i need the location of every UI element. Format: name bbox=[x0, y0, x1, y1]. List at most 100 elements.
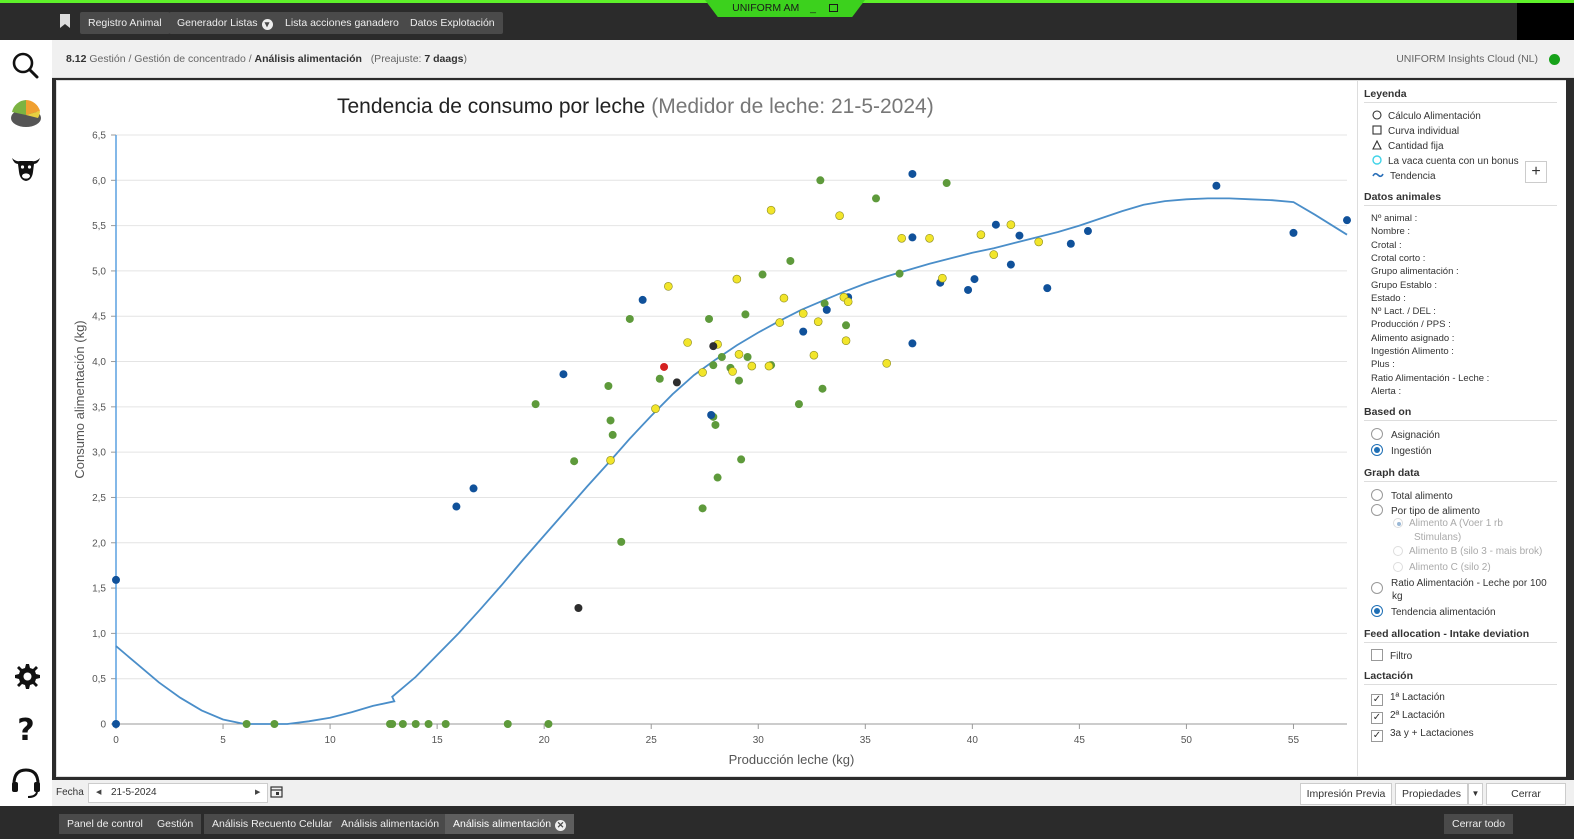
cloud-status-indicator bbox=[1549, 54, 1560, 65]
filter-checkbox[interactable]: Filtro bbox=[1371, 649, 1412, 662]
help-icon[interactable]: ? bbox=[8, 710, 44, 746]
data-point-blue bbox=[1083, 227, 1092, 236]
alimento-a-line2: Stimulans) bbox=[1414, 532, 1462, 543]
data-point-green bbox=[544, 720, 553, 728]
based-on-title: Based on bbox=[1364, 406, 1412, 418]
close-button[interactable]: Cerrar bbox=[1486, 783, 1566, 805]
radio-alimento-a[interactable]: Alimento A (Voer 1 rb bbox=[1393, 518, 1503, 529]
datos-explotacion-button[interactable]: Datos Explotación bbox=[402, 12, 503, 34]
radio-icon[interactable] bbox=[1371, 444, 1383, 456]
data-point-yellow bbox=[813, 317, 823, 326]
bookmark-icon[interactable] bbox=[60, 14, 70, 28]
calendar-icon[interactable] bbox=[270, 785, 283, 798]
radio-ratio[interactable]: Ratio Alimentación - Leche por 100 bbox=[1371, 578, 1547, 594]
checkbox-lactation-1[interactable]: ✓ 1ª Lactación bbox=[1371, 692, 1445, 706]
data-point-blue bbox=[908, 339, 917, 348]
add-legend-button[interactable]: + bbox=[1525, 161, 1547, 183]
radio-asignacion[interactable]: Asignación bbox=[1371, 428, 1440, 441]
radio-ingestion[interactable]: Ingestión bbox=[1371, 444, 1432, 457]
search-icon[interactable] bbox=[8, 48, 44, 84]
data-point-yellow bbox=[664, 282, 673, 291]
lista-acciones-button[interactable]: Lista acciones ganadero bbox=[277, 12, 407, 34]
close-tab-icon[interactable]: ✕ bbox=[555, 820, 567, 831]
data-point-green bbox=[604, 382, 613, 391]
preset-value[interactable]: 7 daags bbox=[424, 53, 464, 65]
dropdown-chevron-icon[interactable]: ▾ bbox=[261, 19, 273, 30]
radio-icon[interactable] bbox=[1371, 504, 1383, 516]
data-point-green bbox=[820, 299, 829, 308]
circle-icon bbox=[1372, 110, 1382, 120]
y-tick-label: 5,0 bbox=[92, 266, 106, 277]
data-point-green bbox=[717, 353, 726, 362]
filter-label: Filtro bbox=[1390, 651, 1413, 662]
radio-tendencia[interactable]: Tendencia alimentación bbox=[1371, 605, 1496, 618]
radio-icon[interactable] bbox=[1371, 489, 1383, 501]
checkmark-icon[interactable]: ✓ bbox=[1371, 694, 1383, 706]
print-preview-button[interactable]: Impresión Previa bbox=[1300, 783, 1392, 805]
data-point-yellow bbox=[1034, 237, 1044, 247]
animal-field: Ratio Alimentación - Leche : bbox=[1371, 372, 1490, 384]
breadcrumb-path[interactable]: Gestión / Gestión de concentrado / bbox=[89, 53, 252, 65]
checkmark-icon[interactable]: ✓ bbox=[1371, 712, 1383, 724]
radio-por-tipo[interactable]: Por tipo de alimento bbox=[1371, 504, 1480, 517]
data-point-blue bbox=[991, 220, 1000, 229]
checkbox-lactation-2[interactable]: ✓ 2ª Lactación bbox=[1371, 710, 1445, 724]
date-value[interactable]: 21-5-2024 bbox=[111, 787, 157, 798]
radio-label: Total alimento bbox=[1391, 491, 1453, 502]
breadcrumb-bar: 8.12 Gestión / Gestión de concentrado / … bbox=[52, 40, 1574, 78]
tab-analisis-alimentacion-active[interactable]: Análisis alimentación ✕ bbox=[445, 814, 575, 834]
top-right-block bbox=[1517, 3, 1574, 43]
radio-label: Tendencia alimentación bbox=[1391, 607, 1496, 618]
radio-icon[interactable] bbox=[1371, 605, 1383, 617]
data-point-blue bbox=[452, 502, 461, 511]
y-tick-label: 5,5 bbox=[92, 221, 106, 232]
feed-allocation-title: Feed allocation - Intake deviation bbox=[1364, 628, 1530, 640]
radio-icon[interactable] bbox=[1371, 582, 1383, 594]
radio-alimento-c[interactable]: Alimento C (silo 2) bbox=[1393, 562, 1491, 573]
divider bbox=[1364, 420, 1557, 421]
properties-button[interactable]: Propiedades bbox=[1395, 783, 1468, 805]
x-tick-label: 0 bbox=[113, 735, 119, 746]
tab-gestion[interactable]: Gestión bbox=[149, 814, 202, 834]
radio-icon[interactable] bbox=[1371, 428, 1383, 440]
radio-icon[interactable] bbox=[1393, 562, 1403, 572]
prev-date-icon[interactable]: ◀ bbox=[96, 789, 102, 796]
checkmark-icon[interactable]: ✓ bbox=[1371, 730, 1383, 742]
cloud-label: UNIFORM Insights Cloud (NL) bbox=[1396, 53, 1538, 65]
data-point-yellow bbox=[925, 234, 934, 243]
tab-recuento-celular[interactable]: Análisis Recuento Celular bbox=[204, 814, 341, 834]
legend-item-tendencia: Tendencia bbox=[1372, 170, 1436, 182]
minimize-button[interactable]: _ bbox=[810, 2, 816, 14]
checkbox-lactation-3[interactable]: ✓ 3a y + Lactaciones bbox=[1371, 728, 1474, 742]
registro-animal-button[interactable]: Registro Animal bbox=[80, 12, 170, 34]
data-point-blue bbox=[707, 411, 716, 420]
gear-icon[interactable] bbox=[8, 658, 44, 694]
scatter-chart[interactable]: 0 0,5 1,0 1,5 2,0 2,5 3,0 3,5 4,0 4,5 5,0 5,5 6,0 6,5… bbox=[57, 81, 1357, 778]
pie-chart-icon[interactable] bbox=[8, 96, 44, 132]
radio-icon[interactable] bbox=[1393, 518, 1403, 528]
x-axis-label: Producción leche (kg) bbox=[729, 752, 855, 767]
data-point-green bbox=[411, 720, 420, 728]
radio-label: Ingestión bbox=[1391, 446, 1432, 457]
checkbox-icon[interactable] bbox=[1371, 649, 1383, 661]
close-all-button[interactable]: Cerrar todo bbox=[1444, 814, 1514, 834]
chart-title-text: Tendencia de consumo por leche bbox=[337, 95, 646, 118]
x-tick-label: 55 bbox=[1288, 735, 1300, 746]
next-date-icon[interactable]: ▶ bbox=[255, 789, 261, 796]
cow-icon[interactable] bbox=[8, 150, 44, 186]
headset-icon[interactable] bbox=[8, 764, 44, 800]
breadcrumb-current: Análisis alimentación bbox=[254, 53, 362, 65]
divider bbox=[1364, 684, 1557, 685]
data-point-yellow bbox=[747, 361, 757, 371]
restore-icon[interactable] bbox=[828, 4, 838, 12]
date-input[interactable]: ◀ 21-5-2024 ▶ bbox=[88, 783, 268, 803]
radio-total-alimento[interactable]: Total alimento bbox=[1371, 489, 1453, 502]
tab-panel-control[interactable]: Panel de control bbox=[59, 814, 151, 834]
radio-icon[interactable] bbox=[1393, 546, 1403, 556]
properties-dropdown-icon[interactable]: ▼ bbox=[1468, 783, 1483, 805]
generador-listas-button[interactable]: Generador Listas ▾ bbox=[169, 12, 281, 34]
data-point-blue bbox=[559, 370, 568, 379]
tab-analisis-alimentacion[interactable]: Análisis alimentación bbox=[333, 814, 448, 834]
data-point-green bbox=[424, 720, 433, 728]
radio-alimento-b[interactable]: Alimento B (silo 3 - mais brok) bbox=[1393, 546, 1542, 557]
